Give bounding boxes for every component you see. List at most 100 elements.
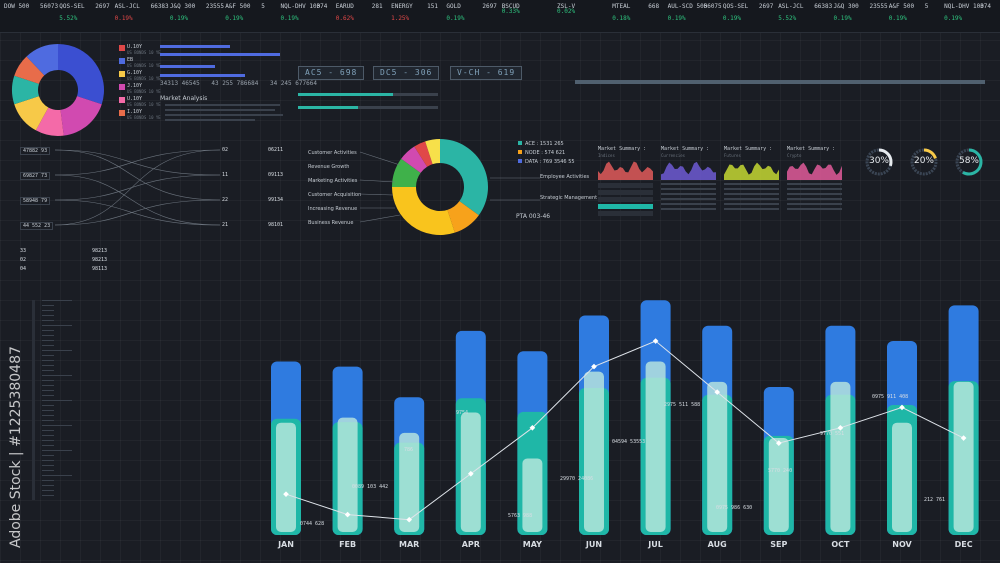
summary-row [598, 190, 653, 195]
line-label: 5770 240 [768, 468, 792, 474]
legend-item: J.10Y US BONDS 10 YE [119, 83, 161, 94]
donut-label-right: Strategic Management [540, 195, 598, 201]
ticker-item: GOLD 2697 0.19% [446, 3, 526, 31]
stat-idx: 33 [20, 248, 27, 254]
legend-sub: US BONDS 10 YE [127, 115, 161, 120]
ticker-name: AUL-SCD 500 [667, 3, 708, 10]
donut-legend-item: ACE : 1531 265 [518, 141, 564, 147]
summary-title: Market Summary : [787, 146, 836, 152]
month-label: SEP [770, 540, 788, 549]
small-donut-chart [12, 44, 104, 136]
ticker-bar: DOW 500 56073 QOS-SEL 2697 5.52% ASL-JCL 66383… [0, 0, 1000, 33]
ticker-name: DOW 500 [4, 3, 30, 10]
ticker-change: 1.25% [391, 15, 410, 22]
donut-slice [447, 201, 479, 233]
legend-label: U.10Y [127, 44, 143, 50]
ticker-item: AUL-SCD 500 56075 0.19% [668, 3, 748, 31]
tab-vch[interactable]: V-CH - 619 [450, 66, 523, 80]
legend-label: I.10Y [127, 109, 143, 115]
tab-ac5[interactable]: AC5 - 698 [298, 66, 365, 80]
legend-label: DATA : 769 3546 55 [525, 159, 575, 165]
ticker-price: 23555 [205, 3, 224, 10]
ticker-item: NQL-DHV 100 374 0.19% [281, 3, 361, 31]
bar-aug [702, 325, 733, 535]
summary-row [787, 193, 842, 195]
line-label: 786 [404, 447, 413, 453]
flow-lines [54, 149, 221, 226]
ticker-price: 151 [427, 3, 438, 10]
bar-jan [271, 361, 301, 535]
ring-label: 20% [913, 156, 934, 166]
line-point [960, 435, 967, 441]
month-label: JUL [648, 540, 663, 549]
month-label: JUN [585, 540, 603, 549]
left-scale [32, 300, 72, 500]
progress-ring [955, 148, 983, 176]
ticker-change: 0.18% [612, 15, 631, 22]
ticker-item: QOS-SEL 2697 0.19% [723, 3, 803, 31]
stat-2: 43 255 786684 [211, 80, 259, 87]
summary-area-chart [724, 162, 779, 180]
ticker-price: 668 [648, 3, 660, 10]
ticker-change: 0.02% [557, 8, 576, 15]
ticker-change: 0.19% [169, 15, 188, 22]
donut-label-left: Customer Acquisition [308, 192, 362, 198]
donut-label-right: Employee Activities [540, 174, 590, 180]
bar-mar [394, 397, 425, 535]
ticker-price: 281 [371, 3, 383, 10]
legend-sub: US BONDS 10 YE [127, 89, 161, 94]
summary-row [787, 183, 842, 185]
summary-row [787, 208, 842, 210]
ticker-item: DOW 500 56073 [4, 3, 84, 31]
summary-row [661, 198, 716, 200]
donut-slice [14, 96, 49, 131]
donut-slice [414, 141, 433, 167]
summary-area-chart [598, 161, 653, 180]
horizontal-bars [160, 45, 280, 77]
ticker-item: NQL-DHV 100 374 0.19% [944, 3, 1000, 31]
ticker-name: ZSL-V [557, 3, 576, 10]
stat-idx: 02 [20, 257, 27, 263]
legend-swatch [119, 110, 125, 116]
ring-label: 58% [958, 156, 979, 166]
line-point [283, 491, 289, 497]
legend-item: I.10Y US BONDS 10 YE [119, 109, 161, 120]
summary-row [598, 211, 653, 216]
flow-right-code: 99134 [268, 197, 284, 203]
summary-row [661, 193, 716, 195]
ticker-name: J&Q 300 [833, 3, 859, 10]
line-series [285, 340, 964, 521]
ticker-change: 5.52% [59, 15, 78, 22]
ticker-name: ASL-JCL [778, 3, 804, 10]
stat-idx: 04 [20, 266, 27, 272]
donut-slice [392, 158, 421, 187]
legend-item: EB US BONDS 10 YE [119, 57, 161, 68]
ticker-change: 0.62% [335, 15, 354, 22]
line-label: 0089 103 442 [352, 484, 388, 490]
ticker-price: 66383 [814, 3, 833, 10]
ticker-change: 0.19% [280, 15, 299, 22]
ticker-change: 0.19% [446, 15, 465, 22]
ticker-price: 56075 [703, 3, 722, 10]
tab-dc5[interactable]: DC5 - 306 [373, 66, 440, 80]
ticker-item: BSCUD 0.33% [502, 3, 582, 31]
summary-row [724, 188, 779, 190]
summary-area-chart [787, 162, 842, 180]
ticker-name: QOS-SEL [59, 3, 85, 10]
summary-title: Market Summary : [598, 146, 647, 152]
month-label: MAY [522, 540, 542, 549]
legend-sub: US BONDS 10 YE [127, 50, 161, 55]
legend-sub: US BONDS 10 YE [127, 102, 161, 107]
ticker-change: 0.19% [833, 15, 852, 22]
line-point [591, 363, 597, 370]
flow-right-code: 09113 [268, 172, 284, 178]
line-point [837, 424, 844, 431]
ticker-name: NQL-DHV 100 [280, 3, 321, 10]
flow-right-idx: 02 [222, 147, 229, 153]
summary-row [724, 193, 779, 195]
line-label: 04594 53553 [612, 439, 645, 445]
ticker-name: J&Q 300 [169, 3, 196, 10]
line-label: 0744 628 [300, 521, 324, 527]
ticker-item: ENERGY 151 1.25% [391, 3, 471, 31]
ticker-item: MTEAL 668 0.18% [612, 3, 692, 31]
